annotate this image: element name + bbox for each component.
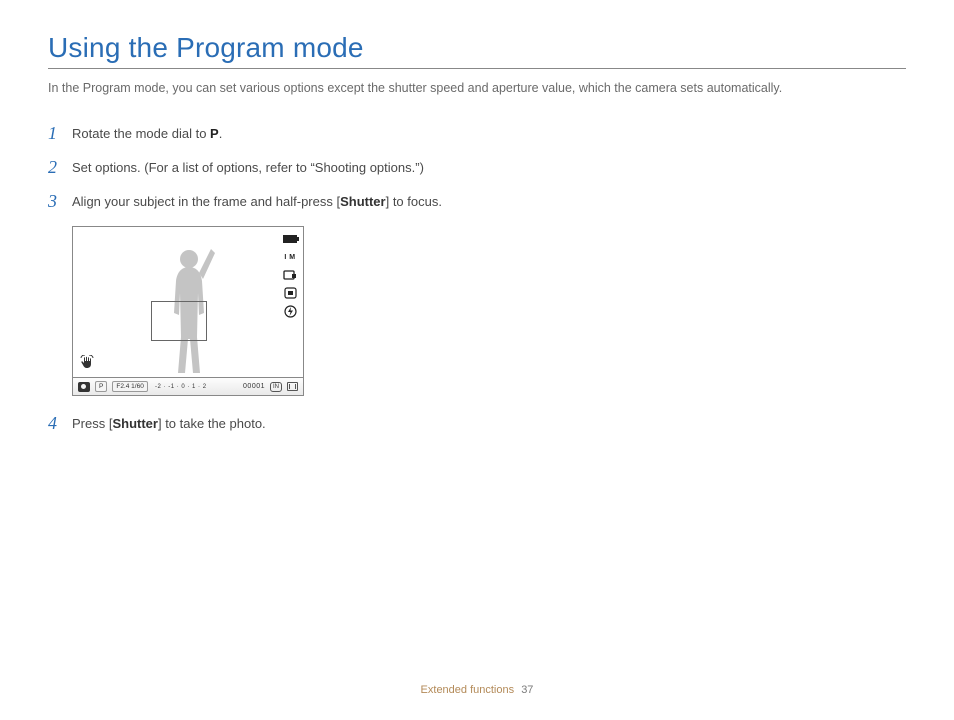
aperture-shutter-chip: F2.4 1/60: [112, 381, 147, 392]
step-2: 2 Set options. (For a list of options, r…: [48, 158, 468, 178]
flash-icon: [283, 305, 297, 317]
page-subtitle: In the Program mode, you can set various…: [48, 79, 906, 98]
step-4-text-a: Press [: [72, 416, 112, 431]
page-footer: Extended functions 37: [0, 684, 954, 696]
ev-scale: -2 · -1 · 0 · 1 · 2: [153, 384, 209, 390]
step-text: Press [Shutter] to take the photo.: [72, 414, 266, 434]
step-4-text-c: ] to take the photo.: [158, 416, 266, 431]
page-title: Using the Program mode: [48, 32, 906, 64]
shutter-label: Shutter: [112, 416, 158, 431]
camera-mode-icon: [78, 382, 90, 392]
steps-list: 1 Rotate the mode dial to P. 2 Set optio…: [48, 124, 468, 435]
step-1-text-c: .: [219, 126, 223, 141]
p-mode-chip: P: [95, 381, 107, 392]
step-3-text-a: Align your subject in the frame and half…: [72, 194, 340, 209]
shot-counter: 00001: [243, 383, 265, 390]
screen-live-area: I M: [73, 227, 303, 377]
step-text: Rotate the mode dial to P.: [72, 124, 222, 144]
shutter-label: Shutter: [340, 194, 386, 209]
storage-in-label: IN: [270, 382, 282, 392]
step-text: Set options. (For a list of options, ref…: [72, 158, 424, 178]
step-3-text-c: ] to focus.: [386, 194, 442, 209]
step-3: 3 Align your subject in the frame and ha…: [48, 192, 468, 212]
step-text: Align your subject in the frame and half…: [72, 192, 442, 212]
camera-illustration: I M P F2.4 1/60: [72, 226, 304, 396]
camera-screen: I M P F2.4 1/60: [72, 226, 304, 396]
metering-icon: [283, 287, 297, 299]
step-number: 4: [48, 414, 62, 432]
title-rule: [48, 68, 906, 69]
focus-frame: [151, 301, 207, 341]
step-number: 3: [48, 192, 62, 210]
image-size-icon: I M: [283, 251, 297, 263]
step-1: 1 Rotate the mode dial to P.: [48, 124, 468, 144]
stabilizer-icon: [80, 355, 95, 373]
quality-icon: [283, 269, 297, 281]
step-1-text-a: Rotate the mode dial to: [72, 126, 210, 141]
memory-icon: [287, 382, 298, 391]
status-bar: P F2.4 1/60 -2 · -1 · 0 · 1 · 2 00001 IN: [73, 377, 303, 395]
step-number: 2: [48, 158, 62, 176]
screen-right-icons: I M: [283, 233, 297, 317]
battery-icon: [283, 233, 297, 245]
step-number: 1: [48, 124, 62, 142]
mode-p-label: P: [210, 126, 219, 141]
footer-section: Extended functions: [421, 684, 515, 696]
step-4: 4 Press [Shutter] to take the photo.: [48, 414, 468, 434]
footer-page-number: 37: [521, 684, 533, 696]
